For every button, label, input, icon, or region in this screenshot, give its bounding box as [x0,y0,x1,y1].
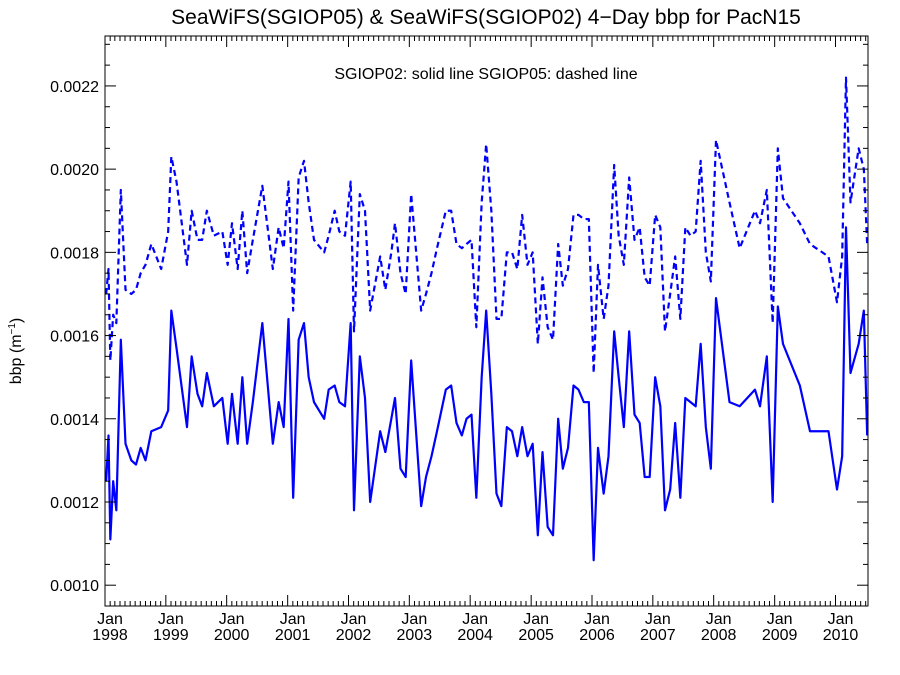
x-axis: Jan1998Jan1999Jan2000Jan2001Jan2002Jan20… [92,36,867,644]
x-tick-label-month: Jan [584,611,610,628]
y-tick-label: 0.0022 [50,79,99,96]
chart-title: SeaWiFS(SGIOP05) & SeaWiFS(SGIOP02) 4−Da… [171,6,801,29]
y-axis-label-superscript: −1 [7,323,18,335]
y-tick-label: 0.0010 [50,578,99,595]
plot-frame [104,35,869,607]
y-axis-label-base: bbp (m [8,334,25,384]
x-tick-label-month: Jan [767,611,793,628]
y-tick-label: 0.0016 [50,329,99,346]
x-tick-label-year: 2005 [518,627,554,644]
x-tick-label-month: Jan [97,611,123,628]
x-tick-label-year: 1999 [153,627,189,644]
series-layer [105,76,869,562]
series-line-sgiop05 [105,76,869,375]
y-axis: 0.0010 0.0012 0.0014 0.0016 0.0018 0.0020 0.00… [50,43,868,607]
x-tick-label-year: 2010 [823,627,859,644]
y-tick-label: 0.0014 [50,412,99,429]
x-tick-label-year: 2008 [701,627,737,644]
x-tick-label-year: 2004 [457,627,493,644]
x-tick-label-year: 2001 [275,627,311,644]
x-tick-label-month: Jan [219,611,245,628]
x-tick-label-month: Jan [462,611,488,628]
x-tick-label-year: 2000 [214,627,250,644]
x-tick-label-year: 2003 [397,627,433,644]
x-tick-label-year: 2007 [640,627,676,644]
x-tick-label-year: 2009 [762,627,798,644]
x-tick-label-month: Jan [706,611,732,628]
x-tick-label-month: Jan [523,611,549,628]
x-tick-label-month: Jan [645,611,671,628]
y-tick-label: 0.0020 [50,162,99,179]
legend-annotation: SGIOP02: solid line SGIOP05: dashed line [334,66,637,83]
series-line-sgiop02 [105,226,869,562]
x-tick-label-month: Jan [280,611,306,628]
x-tick-label-month: Jan [401,611,427,628]
y-axis-label-end: ) [8,318,25,323]
x-tick-label-year: 2006 [579,627,615,644]
y-tick-label: 0.0012 [50,495,99,512]
y-tick-label: 0.0018 [50,245,99,262]
y-axis-label: bbp (m−1) [7,318,25,385]
x-tick-label-month: Jan [158,611,184,628]
x-tick-label-year: 2002 [336,627,372,644]
x-tick-label-month: Jan [828,611,854,628]
x-tick-label-month: Jan [341,611,367,628]
x-tick-label-year: 1998 [92,627,128,644]
